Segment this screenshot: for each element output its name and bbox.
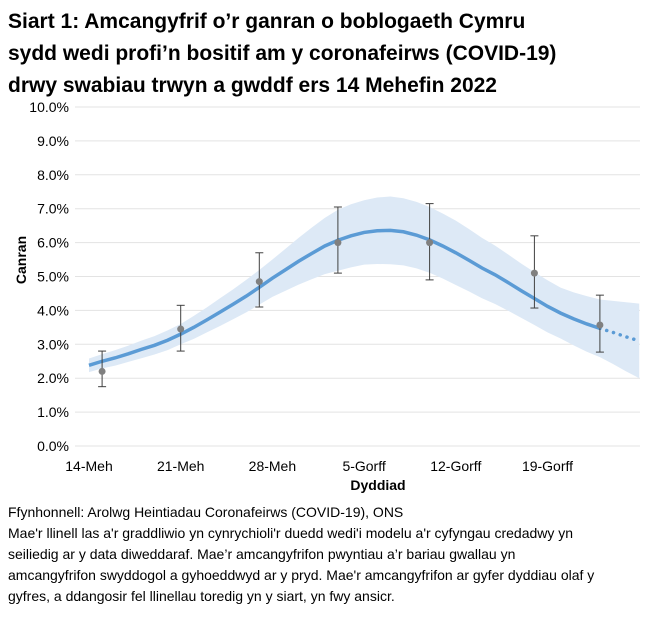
point-estimate (596, 321, 604, 329)
y-tick-label: 6.0% (37, 235, 69, 251)
note: seiliedig ar y data diweddaraf. Mae’r am… (8, 546, 515, 562)
y-tick-label: 4.0% (37, 302, 69, 318)
point-estimate (255, 278, 263, 286)
y-tick-label: 5.0% (37, 269, 69, 285)
y-tick-label: 10.0% (29, 99, 69, 115)
x-tick-label: 28-Meh (249, 458, 296, 474)
point-estimate (98, 367, 106, 375)
y-tick-label: 9.0% (37, 133, 69, 149)
y-tick-label: 2.0% (37, 370, 69, 386)
chart-title: drwy swabiau trwyn a gwddf ers 14 Mehefi… (8, 74, 497, 97)
y-tick-label: 3.0% (37, 336, 69, 352)
credible-interval (89, 196, 640, 379)
y-tick-label: 0.0% (37, 438, 69, 454)
x-tick-label: 19-Gorff (522, 458, 573, 474)
x-tick-label: 5-Gorff (342, 458, 385, 474)
y-axis-label: Canran (13, 236, 29, 284)
chart-title: Siart 1: Amcangyfrif o’r ganran o boblog… (8, 10, 525, 33)
y-tick-label: 1.0% (37, 404, 69, 420)
note: amcangyfrifon swyddogol a gyhoeddwyd ar … (8, 567, 594, 583)
note: Mae'r llinell las a'r graddliwio yn cynr… (8, 525, 573, 541)
note: gyfres, a ddangosir fel llinellau toredi… (8, 588, 395, 604)
trend-line (598, 326, 641, 343)
point-estimate (334, 239, 342, 247)
point-estimate (530, 269, 538, 277)
x-tick-label: 14-Meh (65, 458, 112, 474)
y-tick-label: 7.0% (37, 201, 69, 217)
chart-title: sydd wedi profi’n bositif am y coronafei… (8, 42, 556, 65)
x-axis-label: Dyddiad (350, 477, 405, 493)
source: Ffynhonnell: Arolwg Heintiadau Coronafei… (8, 504, 403, 520)
x-tick-label: 12-Gorff (430, 458, 481, 474)
point-estimate (426, 239, 434, 247)
trend-line (88, 228, 601, 367)
point-estimate (177, 325, 185, 333)
x-tick-label: 21-Meh (157, 458, 204, 474)
y-tick-label: 8.0% (37, 167, 69, 183)
